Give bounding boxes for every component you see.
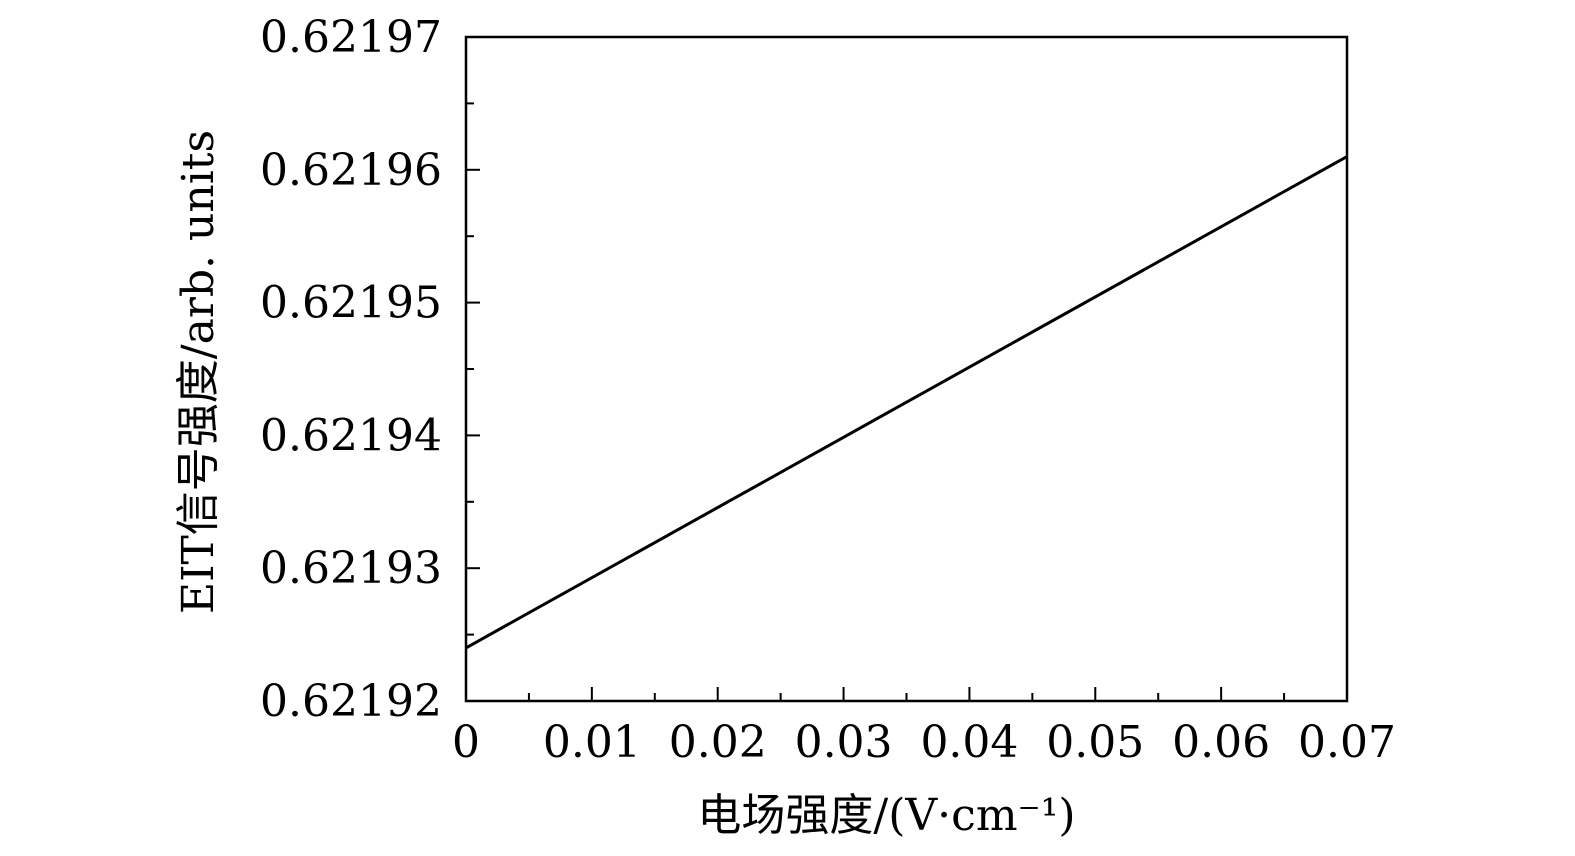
x-tick-label: 0.04 — [920, 717, 1018, 768]
x-tick-label: 0 — [452, 717, 480, 768]
x-tick-label: 0.05 — [1046, 717, 1144, 768]
y-tick-label: 0.62196 — [260, 145, 442, 196]
x-tick-label: 0.01 — [543, 717, 641, 768]
x-tick-label: 0.02 — [669, 717, 767, 768]
y-tick-label: 0.62195 — [260, 278, 442, 329]
y-tick-label: 0.62192 — [260, 676, 442, 727]
series-line-0 — [465, 155, 1348, 650]
y-axis-title: EIT信号强度/arb. units — [173, 130, 224, 614]
plot-frame — [464, 35, 1349, 703]
y-tick-label: 0.62194 — [260, 410, 442, 461]
series-layer — [465, 155, 1348, 650]
x-tick-label: 0.03 — [795, 717, 893, 768]
x-tick-label: 0.07 — [1298, 717, 1396, 768]
x-axis-title: 电场强度/(V·cm⁻¹) — [697, 790, 1075, 841]
x-tick-label: 0.06 — [1172, 717, 1270, 768]
ticks-layer — [465, 36, 1348, 702]
y-tick-label: 0.62197 — [260, 12, 442, 63]
y-tick-labels: 0.62192 0.62193 0.62194 0.62195 0.62196 0.621… — [260, 12, 442, 727]
y-tick-label: 0.62193 — [260, 543, 442, 594]
x-tick-labels: 0 0.01 0.02 0.03 0.04 0.05 0.06 0.07 — [452, 717, 1396, 768]
